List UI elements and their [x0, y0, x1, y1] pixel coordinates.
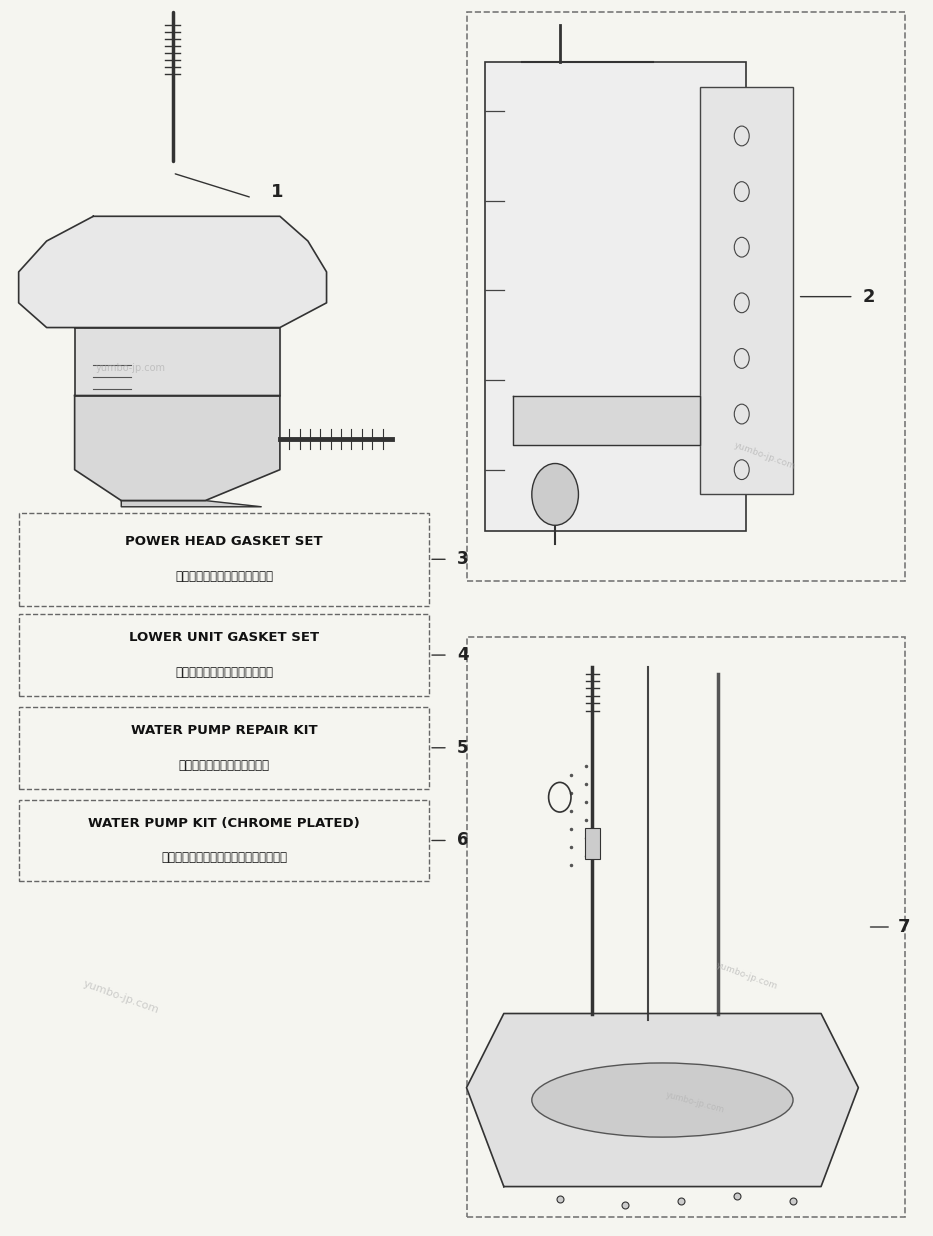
- Text: yumbo-jp.com: yumbo-jp.com: [715, 960, 778, 991]
- Text: 1: 1: [271, 183, 283, 200]
- Text: 5: 5: [457, 739, 468, 756]
- Bar: [19, 707, 429, 789]
- Polygon shape: [121, 501, 261, 507]
- Bar: [466, 12, 905, 581]
- Text: yumbo-jp.com: yumbo-jp.com: [664, 1090, 726, 1115]
- Bar: [19, 614, 429, 696]
- Text: yumbo-jp.com: yumbo-jp.com: [82, 979, 160, 1016]
- Bar: [700, 87, 793, 494]
- Text: 6: 6: [457, 832, 468, 849]
- Text: 7: 7: [898, 918, 910, 936]
- Text: 3: 3: [457, 550, 468, 569]
- Text: 4: 4: [457, 646, 468, 664]
- Text: パワーヘッドガスケットセット: パワーヘッドガスケットセット: [174, 570, 273, 583]
- Polygon shape: [19, 216, 327, 328]
- Bar: [19, 800, 429, 881]
- Bar: [485, 62, 746, 531]
- Text: ロワユニットガスケットセット: ロワユニットガスケットセット: [174, 666, 273, 679]
- Text: LOWER UNIT GASKET SET: LOWER UNIT GASKET SET: [129, 632, 319, 644]
- Bar: [466, 637, 905, 1217]
- Circle shape: [532, 464, 578, 525]
- Text: WATER PUMP KIT (CHROME PLATED): WATER PUMP KIT (CHROME PLATED): [88, 817, 360, 829]
- Text: yumbo-jp.com: yumbo-jp.com: [95, 363, 166, 373]
- Text: ウォータポンプキット（クロムメッキ）: ウォータポンプキット（クロムメッキ）: [160, 852, 287, 864]
- Text: ウォータポンプリペアキット: ウォータポンプリペアキット: [178, 759, 270, 771]
- Bar: [585, 828, 600, 859]
- Polygon shape: [466, 1014, 858, 1187]
- Text: POWER HEAD GASKET SET: POWER HEAD GASKET SET: [125, 535, 323, 549]
- Polygon shape: [513, 396, 700, 445]
- Ellipse shape: [532, 1063, 793, 1137]
- Text: 2: 2: [863, 288, 875, 305]
- Text: WATER PUMP REPAIR KIT: WATER PUMP REPAIR KIT: [131, 724, 317, 737]
- Text: yumbo-jp.com: yumbo-jp.com: [733, 441, 797, 472]
- Bar: [19, 513, 429, 606]
- Polygon shape: [75, 328, 280, 396]
- Polygon shape: [75, 396, 280, 501]
